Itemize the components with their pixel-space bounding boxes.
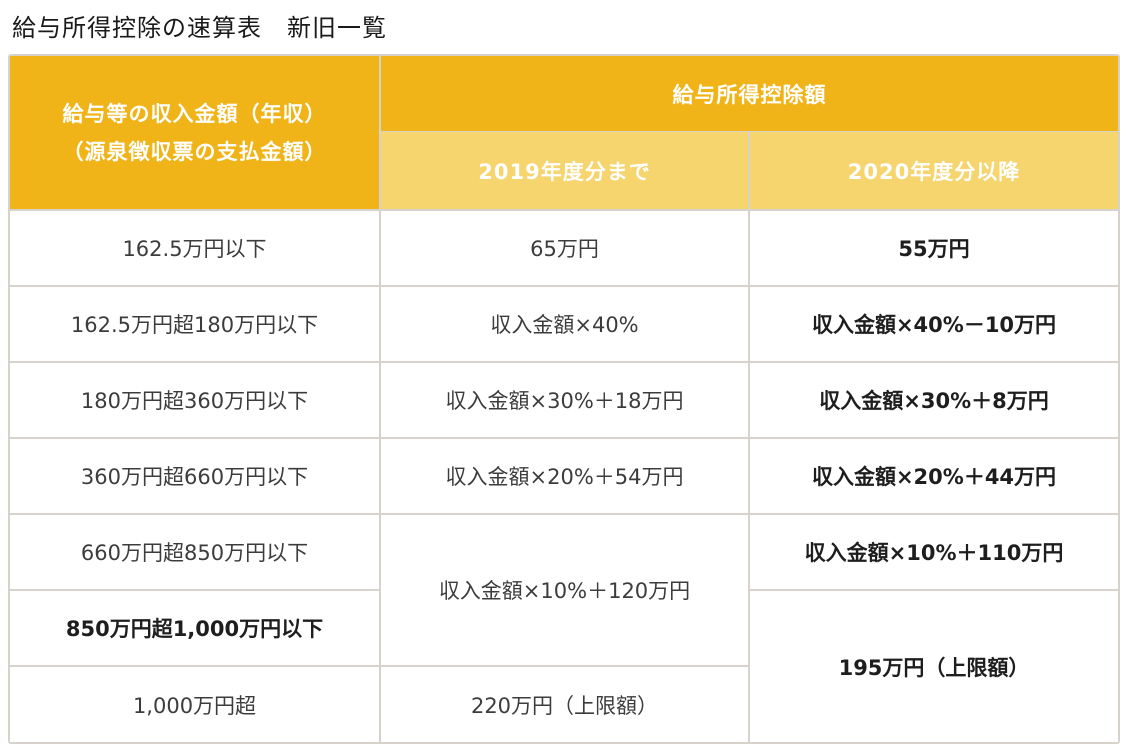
new-deduction-cell: 195万円（上限額） [750,591,1118,742]
header-deduction-group: 給与所得控除額 [381,56,1118,131]
new-deduction-text: 55万円 [898,237,970,261]
new-deduction-cell: 収入金額×40%－10万円 [750,287,1118,361]
header-income-line1: 給与等の収入金額（年収） [62,101,327,126]
new-deduction-text: 収入金額×30%＋8万円 [819,389,1049,413]
header-new-label: 2020年度分以降 [847,159,1021,184]
income-range-cell: 360万円超660万円以下 [10,439,379,513]
income-range-text: 660万円超850万円以下 [80,541,309,565]
old-deduction-cell: 収入金額×40% [381,287,748,361]
header-old-column: 2019年度分まで [381,132,748,209]
deduction-table: 給与等の収入金額（年収） （源泉徴収票の支払金額） 給与所得控除額 2019年度… [8,54,1120,744]
old-deduction-cell: 収入金額×10%＋120万円 [381,515,748,665]
header-new-column: 2020年度分以降 [750,132,1118,209]
header-deduction-label: 給与所得控除額 [672,82,827,107]
old-deduction-cell: 収入金額×30%＋18万円 [381,363,748,437]
new-deduction-text: 収入金額×20%＋44万円 [811,465,1057,489]
income-range-text: 162.5万円超180万円以下 [70,313,319,337]
header-income-range: 給与等の収入金額（年収） （源泉徴収票の支払金額） [10,56,379,209]
old-deduction-text: 収入金額×40% [490,313,639,337]
header-income-line2: （源泉徴収票の支払金額） [62,139,327,164]
new-deduction-cell: 収入金額×10%＋110万円 [750,515,1118,589]
old-deduction-text: 収入金額×20%＋54万円 [445,465,684,489]
old-deduction-cell: 65万円 [381,211,748,285]
old-deduction-text: 65万円 [530,237,599,261]
income-range-text: 1,000万円超 [132,693,257,718]
income-range-text: 162.5万円以下 [122,237,267,261]
old-deduction-text: 収入金額×30%＋18万円 [445,389,684,413]
income-range-cell: 850万円超1,000万円以下 [10,591,379,665]
income-range-text: 850万円超1,000万円以下 [65,617,324,641]
income-range-cell: 1,000万円超 [10,667,379,742]
new-deduction-cell: 収入金額×20%＋44万円 [750,439,1118,513]
income-range-text: 180万円超360万円以下 [80,389,309,413]
page-title: 給与所得控除の速算表 新旧一覧 [12,14,387,42]
old-deduction-text: 220万円（上限額） [470,693,659,718]
old-deduction-cell: 220万円（上限額） [381,667,748,742]
new-deduction-text: 195万円（上限額） [838,655,1030,680]
income-range-cell: 162.5万円以下 [10,211,379,285]
income-range-cell: 660万円超850万円以下 [10,515,379,589]
income-range-cell: 180万円超360万円以下 [10,363,379,437]
new-deduction-text: 収入金額×40%－10万円 [811,313,1057,337]
new-deduction-text: 収入金額×10%＋110万円 [804,541,1064,565]
new-deduction-cell: 収入金額×30%＋8万円 [750,363,1118,437]
old-deduction-cell: 収入金額×20%＋54万円 [381,439,748,513]
new-deduction-cell: 55万円 [750,211,1118,285]
old-deduction-text: 収入金額×10%＋120万円 [438,579,691,603]
header-old-label: 2019年度分まで [478,159,651,184]
income-range-cell: 162.5万円超180万円以下 [10,287,379,361]
income-range-text: 360万円超660万円以下 [80,465,309,489]
